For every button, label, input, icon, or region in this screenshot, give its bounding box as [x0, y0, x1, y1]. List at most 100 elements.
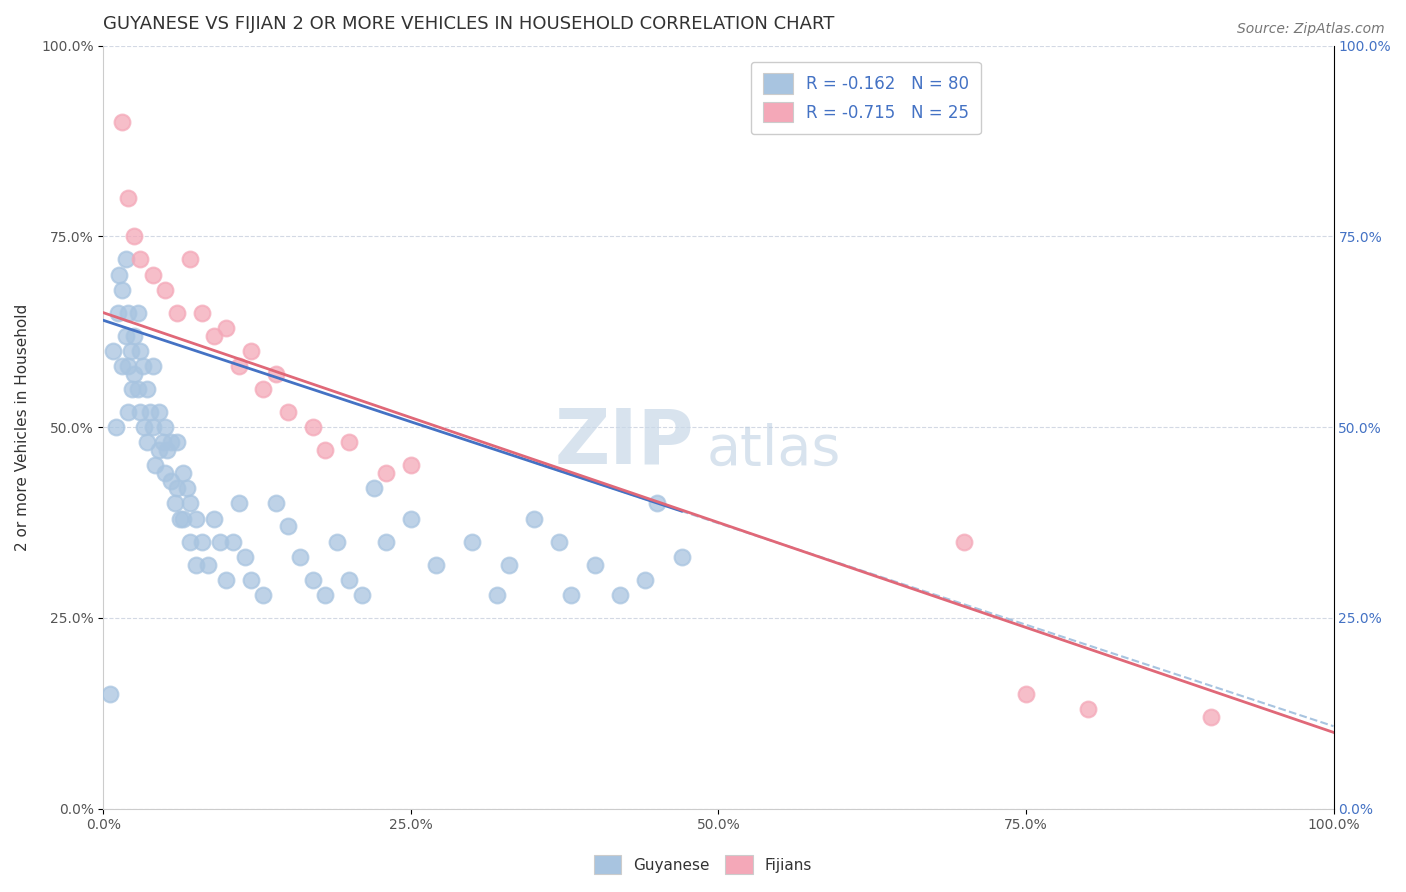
Point — [202, 328, 225, 343]
Point — [166, 481, 188, 495]
Point — [363, 481, 385, 495]
Point — [953, 534, 976, 549]
Point — [326, 534, 349, 549]
Point — [117, 359, 139, 373]
Point — [166, 435, 188, 450]
Point — [547, 534, 569, 549]
Point — [486, 588, 509, 602]
Point — [111, 359, 134, 373]
Point — [153, 466, 176, 480]
Point — [135, 435, 157, 450]
Point — [314, 588, 336, 602]
Point — [461, 534, 484, 549]
Point — [114, 252, 136, 267]
Point — [228, 496, 250, 510]
Text: GUYANESE VS FIJIAN 2 OR MORE VEHICLES IN HOUSEHOLD CORRELATION CHART: GUYANESE VS FIJIAN 2 OR MORE VEHICLES IN… — [104, 15, 835, 33]
Point — [98, 687, 121, 701]
Point — [240, 573, 263, 587]
Point — [252, 382, 274, 396]
Point — [117, 306, 139, 320]
Point — [153, 420, 176, 434]
Point — [585, 558, 607, 572]
Point — [399, 458, 422, 473]
Legend: R = -0.162   N = 80, R = -0.715   N = 25: R = -0.162 N = 80, R = -0.715 N = 25 — [751, 62, 981, 134]
Point — [132, 420, 155, 434]
Point — [498, 558, 520, 572]
Point — [129, 252, 152, 267]
Point — [1015, 687, 1038, 701]
Point — [132, 359, 155, 373]
Point — [172, 512, 194, 526]
Point — [179, 534, 201, 549]
Point — [184, 512, 207, 526]
Point — [523, 512, 546, 526]
Point — [375, 466, 398, 480]
Point — [104, 420, 127, 434]
Point — [117, 405, 139, 419]
Point — [103, 343, 125, 358]
Point — [156, 443, 179, 458]
Legend: Guyanese, Fijians: Guyanese, Fijians — [588, 849, 818, 880]
Point — [184, 558, 207, 572]
Point — [233, 549, 256, 564]
Y-axis label: 2 or more Vehicles in Household: 2 or more Vehicles in Household — [15, 303, 30, 550]
Point — [122, 229, 145, 244]
Point — [135, 382, 157, 396]
Point — [121, 382, 143, 396]
Point — [108, 268, 131, 282]
Point — [314, 443, 336, 458]
Point — [152, 435, 174, 450]
Point — [240, 343, 263, 358]
Point — [143, 458, 166, 473]
Point — [148, 405, 170, 419]
Point — [111, 283, 134, 297]
Point — [127, 382, 149, 396]
Point — [179, 496, 201, 510]
Point — [160, 474, 183, 488]
Point — [191, 306, 214, 320]
Point — [1076, 702, 1098, 716]
Point — [560, 588, 582, 602]
Point — [120, 343, 142, 358]
Point — [172, 466, 194, 480]
Point — [215, 321, 238, 335]
Point — [166, 306, 188, 320]
Point — [301, 573, 323, 587]
Text: atlas: atlas — [706, 423, 841, 477]
Point — [252, 588, 274, 602]
Point — [129, 405, 152, 419]
Point — [169, 512, 191, 526]
Point — [129, 343, 152, 358]
Point — [339, 573, 361, 587]
Point — [609, 588, 631, 602]
Point — [107, 306, 129, 320]
Point — [111, 115, 134, 129]
Point — [127, 306, 149, 320]
Point — [277, 405, 299, 419]
Point — [301, 420, 323, 434]
Point — [176, 481, 198, 495]
Point — [179, 252, 201, 267]
Point — [153, 283, 176, 297]
Point — [197, 558, 219, 572]
Point — [139, 405, 162, 419]
Text: Source: ZipAtlas.com: Source: ZipAtlas.com — [1237, 22, 1385, 37]
Point — [339, 435, 361, 450]
Point — [122, 328, 145, 343]
Point — [264, 367, 287, 381]
Point — [645, 496, 668, 510]
Point — [114, 328, 136, 343]
Point — [425, 558, 447, 572]
Point — [142, 420, 165, 434]
Point — [142, 359, 165, 373]
Point — [202, 512, 225, 526]
Point — [163, 496, 186, 510]
Point — [142, 268, 165, 282]
Point — [399, 512, 422, 526]
Text: ZIP: ZIP — [554, 406, 695, 479]
Point — [264, 496, 287, 510]
Point — [634, 573, 657, 587]
Point — [350, 588, 373, 602]
Point — [290, 549, 312, 564]
Point — [148, 443, 170, 458]
